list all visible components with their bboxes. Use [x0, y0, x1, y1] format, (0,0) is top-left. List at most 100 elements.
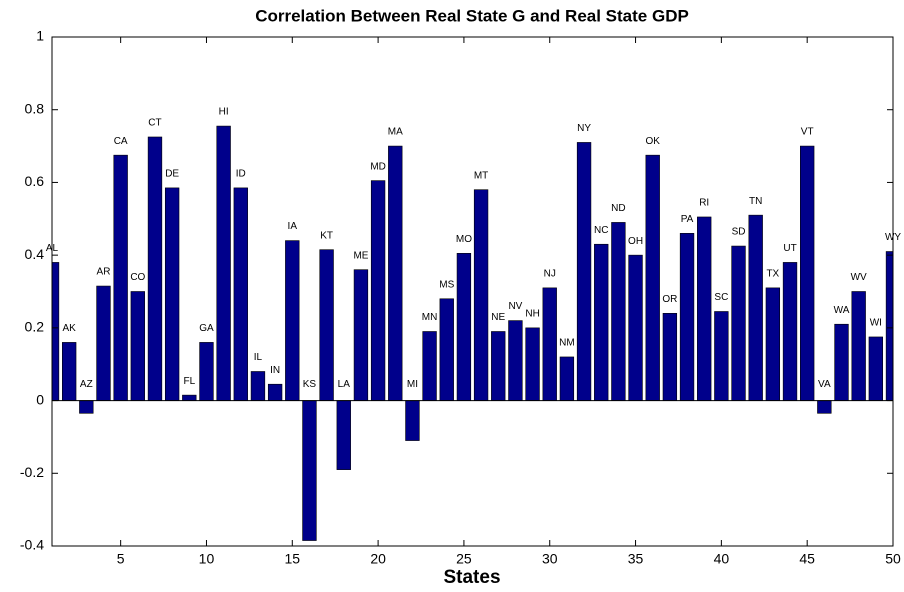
bar — [576, 142, 592, 401]
y-tick-label: -0.4 — [20, 537, 44, 553]
bar-label: NH — [525, 308, 539, 319]
bar — [834, 323, 849, 401]
bar-label: SD — [732, 227, 746, 238]
bar — [147, 136, 163, 401]
bar-label: TX — [766, 269, 779, 280]
bar — [800, 145, 815, 401]
bar-label: MD — [370, 161, 386, 172]
bar — [473, 189, 489, 401]
bar — [233, 187, 248, 401]
bar-label: NE — [491, 312, 505, 323]
bar-label: ME — [353, 250, 368, 261]
bar — [422, 331, 437, 401]
bar — [456, 253, 472, 401]
bar — [662, 313, 678, 401]
axes-box — [51, 36, 894, 547]
bar — [336, 400, 351, 470]
bar-label: FL — [183, 376, 195, 387]
x-tick-label: 15 — [284, 551, 300, 567]
bar — [199, 342, 214, 401]
bar-label: AK — [62, 323, 76, 334]
bar — [52, 262, 60, 401]
bar-label: KS — [303, 379, 317, 390]
bar-label: CA — [114, 136, 128, 147]
bar — [491, 331, 506, 401]
bar — [611, 222, 626, 401]
bar-label: NY — [577, 123, 591, 134]
bar — [679, 233, 695, 401]
x-tick-label: 20 — [370, 551, 386, 567]
bar-label: ID — [236, 169, 246, 180]
bar — [353, 269, 369, 401]
bar — [113, 154, 128, 401]
bar-label: AZ — [80, 379, 93, 390]
chart-title: Correlation Between Real State G and Rea… — [255, 6, 689, 25]
bar — [885, 251, 893, 401]
bar-label: TN — [749, 196, 762, 207]
bar — [79, 400, 94, 414]
bar — [782, 262, 798, 401]
bar-label: VT — [801, 127, 814, 138]
bar-label: IL — [254, 352, 263, 363]
bar — [250, 371, 266, 401]
bar-label: LA — [338, 379, 351, 390]
x-tick-label: 5 — [117, 551, 125, 567]
bar-label: ND — [611, 203, 625, 214]
bar — [439, 298, 454, 401]
bar-label: MN — [422, 312, 438, 323]
bar-label: PA — [681, 214, 694, 225]
bar-label: CO — [130, 272, 145, 283]
bar-label: WV — [851, 272, 867, 283]
bar-label: UT — [783, 243, 796, 254]
bar-label: WA — [834, 305, 850, 316]
bar-label: MT — [474, 170, 488, 181]
bar — [731, 245, 746, 401]
bar — [370, 180, 386, 401]
x-tick-label: 30 — [542, 551, 558, 567]
bar-label: DE — [165, 169, 179, 180]
bar — [216, 125, 231, 401]
bar-label: MA — [388, 127, 403, 138]
bar-label: MI — [407, 379, 418, 390]
bar — [817, 400, 832, 414]
y-tick-label: 0 — [36, 391, 44, 407]
bar — [267, 383, 283, 401]
bar — [164, 187, 180, 401]
y-tick-label: 0.2 — [25, 319, 45, 335]
y-tick-label: 0.8 — [25, 100, 45, 116]
bar-label: NV — [508, 301, 522, 312]
bar-label: HI — [219, 107, 229, 118]
bar — [96, 285, 111, 401]
bar-label: MO — [456, 234, 472, 245]
bar-label: KT — [320, 230, 333, 241]
bar-label: IN — [270, 365, 280, 376]
bar-label: OH — [628, 236, 643, 247]
bar — [61, 342, 77, 401]
bar-label: SC — [714, 292, 728, 303]
bar-label: CT — [148, 118, 161, 129]
x-tick-label: 25 — [456, 551, 472, 567]
y-tick-label: 1 — [36, 28, 44, 44]
bar — [697, 216, 712, 401]
bar — [182, 394, 197, 401]
bar-label: WI — [870, 318, 882, 329]
bar-label: NM — [559, 338, 575, 349]
x-tick-label: 10 — [199, 551, 215, 567]
bar — [748, 214, 763, 401]
bar — [594, 243, 609, 401]
bar — [285, 240, 300, 401]
bar — [851, 291, 866, 401]
bar — [302, 400, 317, 541]
bar — [405, 400, 420, 441]
x-axis-label: States — [443, 567, 500, 588]
bar-label: GA — [199, 323, 214, 334]
x-tick-label: 35 — [628, 551, 644, 567]
bar-label: NC — [594, 225, 608, 236]
bar — [765, 287, 781, 401]
bar-label: OR — [662, 294, 677, 305]
bar — [508, 320, 523, 401]
bar-label: VA — [818, 379, 831, 390]
bar-label: OK — [645, 136, 660, 147]
bar — [130, 291, 145, 401]
bar — [714, 311, 729, 401]
